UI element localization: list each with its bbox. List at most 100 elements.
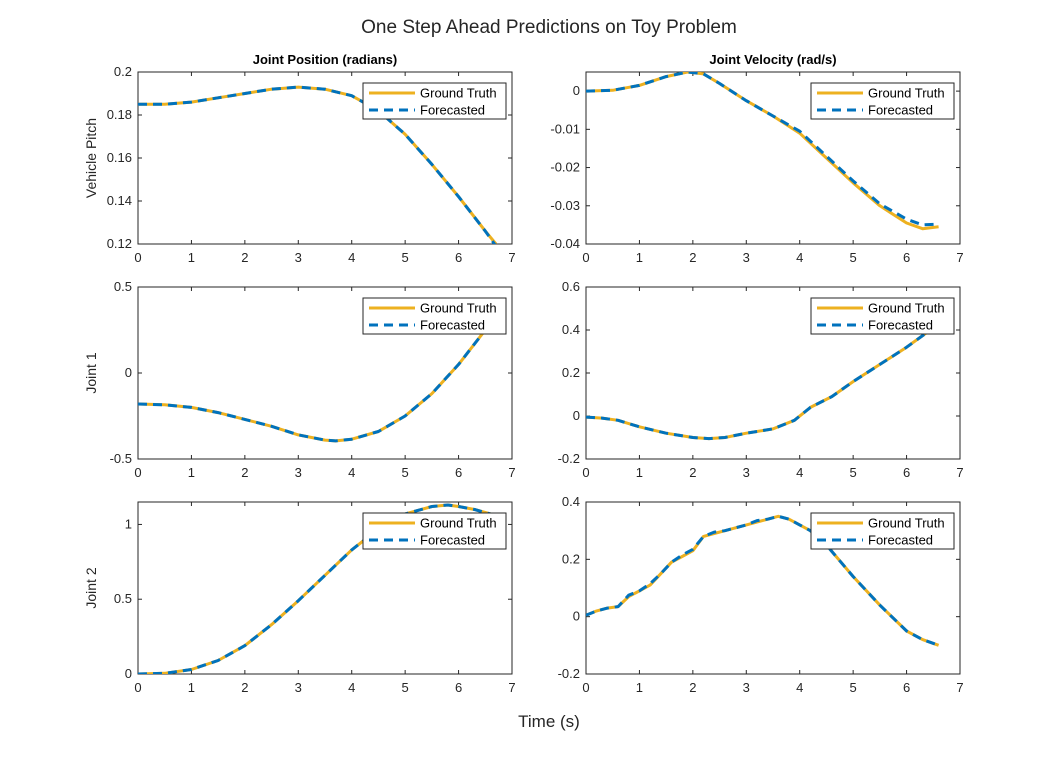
- y-tick-label: 0: [573, 408, 580, 423]
- x-tick-label: 0: [134, 680, 141, 695]
- y-tick-label: 1: [125, 516, 132, 531]
- legend-label: Forecasted: [420, 533, 485, 548]
- subplot-0-1: 0 1 2 3 4 5 6 7 -0.04 -0.03 -0.02 -0.01 0 Joint Veloc…: [550, 52, 963, 265]
- y-tick-label: 0: [573, 83, 580, 98]
- x-tick-label: 1: [636, 680, 643, 695]
- x-tick-label: 3: [743, 250, 750, 265]
- y-tick-label: 0.16: [107, 150, 132, 165]
- y-tick-label: 0.2: [114, 64, 132, 79]
- subplot-title: Joint Velocity (rad/s): [709, 52, 836, 67]
- x-tick-label: 4: [348, 250, 355, 265]
- x-tick-label: 2: [241, 680, 248, 695]
- x-tick-label: 1: [636, 250, 643, 265]
- y-tick-label: 0.14: [107, 193, 132, 208]
- legend-box: [362, 82, 507, 120]
- legend-box: [362, 297, 507, 335]
- series-line-forecasted: [586, 72, 939, 227]
- x-tick-label: 2: [689, 680, 696, 695]
- x-tick-label: 2: [689, 465, 696, 480]
- y-tick-label: 0.5: [114, 591, 132, 606]
- x-tick-label: 6: [455, 250, 462, 265]
- series-group: [586, 318, 945, 441]
- legend: Ground Truth Forecasted: [362, 512, 507, 550]
- x-tick-label: 5: [850, 465, 857, 480]
- series-group: [138, 317, 498, 443]
- legend-label: Forecasted: [868, 103, 933, 118]
- x-tick-label: 1: [636, 465, 643, 480]
- subplot-2-0: 0 1 2 3 4 5 6 7 0 0.5 1 Joint 2 Ground Truth Forecast…: [83, 501, 516, 695]
- x-tick-label: 7: [508, 250, 515, 265]
- legend: Ground Truth Forecasted: [810, 82, 955, 120]
- series-group: [138, 503, 492, 674]
- x-tick-label: 4: [348, 465, 355, 480]
- y-tick-label: 0: [125, 666, 132, 681]
- series-group: [138, 85, 498, 244]
- x-tick-label: 6: [903, 465, 910, 480]
- x-tick-label: 3: [743, 465, 750, 480]
- subplot-grid: 0 1 2 3 4 5 6 7 0.12 0.14 0.16 0.18 0.2 Joint Positio…: [83, 52, 964, 695]
- y-tick-label: 0.2: [562, 365, 580, 380]
- legend-label: Ground Truth: [420, 516, 497, 531]
- y-tick-label: -0.04: [550, 236, 580, 251]
- x-tick-label: 7: [508, 465, 515, 480]
- x-tick-label: 5: [402, 680, 409, 695]
- x-tick-label: 6: [903, 250, 910, 265]
- y-tick-label: 0.4: [562, 322, 580, 337]
- x-tick-label: 1: [188, 680, 195, 695]
- x-tick-label: 6: [455, 680, 462, 695]
- legend-label: Ground Truth: [868, 86, 945, 101]
- series-line-forecasted: [586, 318, 945, 441]
- y-tick-label: 0.18: [107, 107, 132, 122]
- y-tick-label: 0: [125, 365, 132, 380]
- series-group: [586, 72, 939, 231]
- y-tick-label: 0: [573, 609, 580, 624]
- y-tick-label: 0.6: [562, 279, 580, 294]
- x-tick-label: 2: [241, 465, 248, 480]
- x-tick-label: 4: [796, 465, 803, 480]
- x-tick-label: 3: [295, 680, 302, 695]
- legend: Ground Truth Forecasted: [362, 82, 507, 120]
- legend-label: Ground Truth: [420, 86, 497, 101]
- legend: Ground Truth Forecasted: [362, 297, 507, 335]
- x-tick-label: 1: [188, 465, 195, 480]
- y-axis-label: Vehicle Pitch: [83, 118, 99, 198]
- series-line-forecasted: [138, 317, 498, 443]
- x-tick-label: 4: [348, 680, 355, 695]
- y-tick-label: -0.2: [558, 666, 580, 681]
- x-tick-label: 3: [295, 465, 302, 480]
- legend: Ground Truth Forecasted: [810, 512, 955, 550]
- x-tick-label: 3: [743, 680, 750, 695]
- subplot-0-0: 0 1 2 3 4 5 6 7 0.12 0.14 0.16 0.18 0.2 Joint Positio…: [83, 52, 516, 265]
- x-tick-label: 5: [402, 465, 409, 480]
- series-group: [586, 514, 940, 647]
- legend-label: Forecasted: [868, 318, 933, 333]
- x-tick-label: 6: [903, 680, 910, 695]
- legend: Ground Truth Forecasted: [810, 297, 955, 335]
- figure-title: One Step Ahead Predictions on Toy Proble…: [361, 17, 737, 38]
- x-tick-label: 0: [134, 465, 141, 480]
- figure-xlabel: Time (s): [518, 712, 580, 731]
- x-tick-label: 4: [796, 680, 803, 695]
- x-tick-label: 2: [689, 250, 696, 265]
- x-tick-label: 7: [956, 250, 963, 265]
- x-tick-label: 4: [796, 250, 803, 265]
- legend-label: Forecasted: [420, 103, 485, 118]
- y-axis-label: Joint 1: [83, 352, 99, 393]
- x-tick-label: 0: [582, 680, 589, 695]
- x-tick-label: 0: [134, 250, 141, 265]
- x-tick-label: 3: [295, 250, 302, 265]
- x-tick-label: 0: [582, 250, 589, 265]
- x-tick-label: 5: [402, 250, 409, 265]
- legend-box: [810, 512, 955, 550]
- x-tick-label: 2: [241, 250, 248, 265]
- legend-label: Ground Truth: [420, 301, 497, 316]
- x-tick-label: 5: [850, 250, 857, 265]
- x-tick-label: 6: [455, 465, 462, 480]
- x-tick-label: 5: [850, 680, 857, 695]
- subplot-title: Joint Position (radians): [253, 52, 397, 67]
- y-tick-label: 0.2: [562, 551, 580, 566]
- x-tick-label: 1: [188, 250, 195, 265]
- y-tick-label: -0.03: [550, 198, 580, 213]
- legend-box: [810, 297, 955, 335]
